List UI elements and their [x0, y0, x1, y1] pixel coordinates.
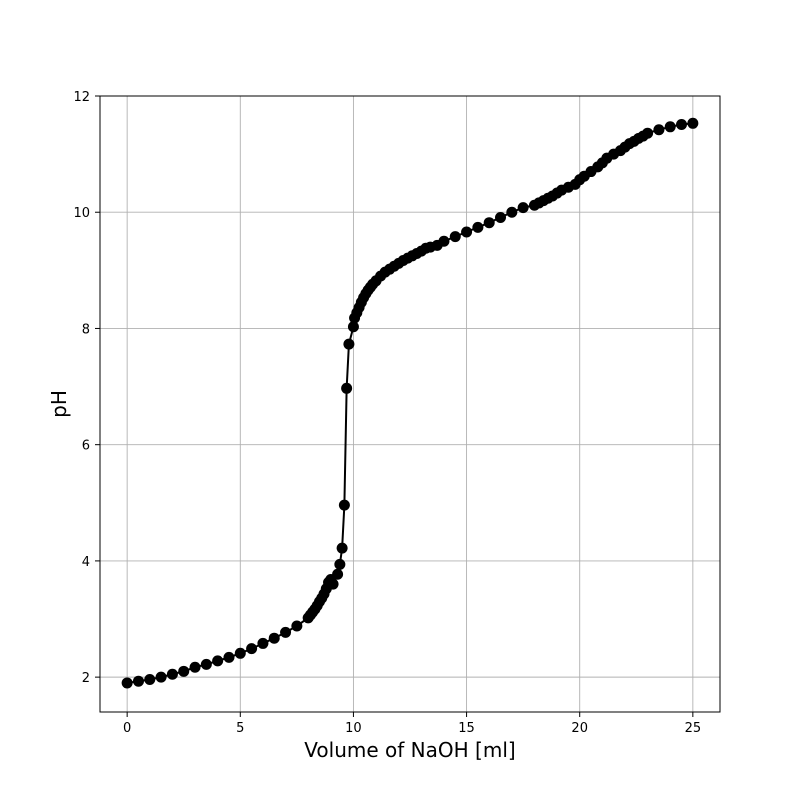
titration-curve — [126, 122, 693, 684]
data-point — [483, 217, 495, 229]
data-point — [653, 124, 665, 136]
data-point — [341, 382, 353, 394]
data-point — [121, 677, 133, 689]
y-tick-label: 4 — [82, 555, 90, 570]
data-point — [338, 499, 350, 511]
data-point — [166, 668, 178, 680]
y-axis-label: pH — [47, 390, 71, 418]
data-point — [132, 675, 144, 687]
data-point — [336, 542, 348, 554]
data-point — [223, 651, 235, 663]
x-axis-label: Volume of NaOH [ml] — [304, 738, 515, 762]
x-tick-label: 10 — [345, 721, 362, 736]
data-point — [461, 226, 473, 238]
data-point — [200, 658, 212, 670]
data-point — [438, 235, 450, 247]
data-point — [664, 121, 676, 133]
y-axis-ticks: 2 4 6 8 10 12 — [73, 90, 100, 686]
data-point — [291, 620, 303, 632]
data-point — [257, 637, 269, 649]
x-tick-label: 20 — [571, 721, 588, 736]
data-point — [189, 661, 201, 673]
x-tick-label: 25 — [685, 721, 702, 736]
data-point — [332, 568, 344, 580]
data-point — [144, 673, 156, 685]
data-markers — [121, 117, 699, 689]
data-point — [347, 321, 359, 333]
grid-lines — [100, 95, 720, 712]
y-tick-label: 10 — [73, 206, 90, 221]
data-point — [246, 643, 258, 655]
data-point — [327, 578, 339, 590]
data-point — [212, 655, 224, 667]
data-point — [449, 231, 461, 243]
x-tick-label: 15 — [458, 721, 475, 736]
y-tick-label: 8 — [82, 322, 90, 337]
y-tick-label: 2 — [82, 671, 90, 686]
data-point — [687, 117, 699, 129]
data-point — [506, 206, 518, 218]
plot-frame — [99, 95, 721, 713]
data-point — [234, 647, 246, 659]
data-point — [343, 338, 355, 350]
x-tick-label: 5 — [236, 721, 244, 736]
data-point — [155, 671, 167, 683]
x-tick-label: 0 — [123, 721, 131, 736]
data-point — [268, 632, 280, 644]
data-point — [334, 558, 346, 570]
data-point — [517, 202, 529, 214]
data-point — [642, 127, 654, 139]
y-tick-label: 6 — [82, 439, 90, 454]
x-axis-ticks: 0 5 10 15 20 25 — [123, 712, 701, 736]
y-tick-label: 12 — [73, 90, 90, 105]
data-point — [178, 665, 190, 677]
data-point — [280, 626, 292, 638]
series-line — [126, 122, 693, 684]
data-point — [495, 211, 507, 223]
data-point — [676, 118, 688, 130]
data-point — [472, 221, 484, 233]
